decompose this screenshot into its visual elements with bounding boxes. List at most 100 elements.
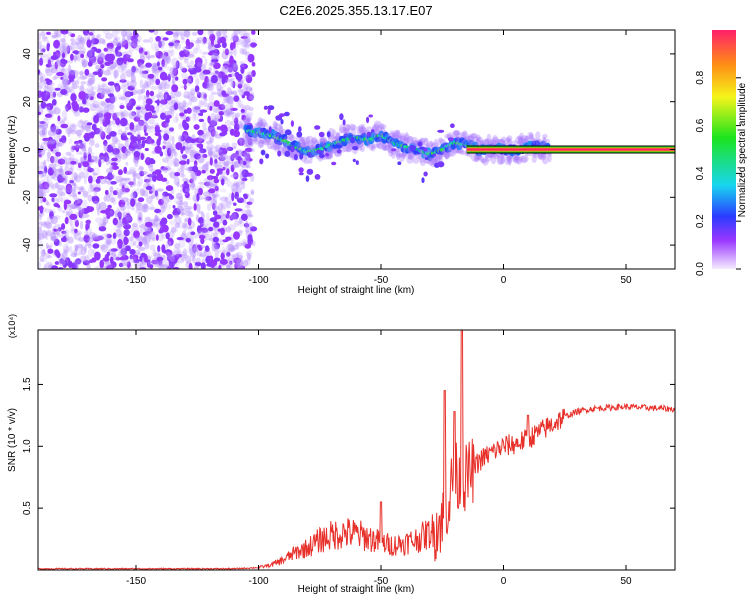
- noise-point: [195, 257, 201, 264]
- scatter-point: [298, 172, 304, 176]
- noise-point: [98, 73, 103, 78]
- noise-point: [157, 66, 163, 71]
- noise-point: [213, 257, 221, 262]
- noise-point: [167, 147, 172, 157]
- noise-point: [74, 199, 79, 205]
- halo-point: [470, 152, 478, 162]
- noise-point: [185, 210, 193, 214]
- noise-point: [247, 253, 252, 261]
- noise-point: [207, 203, 211, 211]
- noise-point: [202, 121, 207, 131]
- noise-point: [230, 81, 235, 87]
- scatter-point: [397, 161, 402, 165]
- noise-point: [51, 99, 57, 106]
- spectrogram-y-tick-label: 20: [22, 96, 33, 108]
- noise-point: [62, 244, 69, 252]
- noise-point: [129, 79, 137, 88]
- noise-point: [70, 38, 75, 42]
- noise-point: [130, 75, 135, 82]
- noise-point: [158, 198, 164, 206]
- noise-point: [48, 81, 55, 87]
- noise-point: [140, 261, 144, 269]
- noise-point: [179, 66, 186, 72]
- noise-point: [111, 165, 119, 170]
- noise-point: [206, 84, 211, 91]
- halo-point: [500, 154, 505, 165]
- noise-point: [212, 195, 217, 205]
- halo-point: [395, 129, 401, 138]
- noise-point: [49, 234, 54, 242]
- noise-point: [131, 65, 136, 73]
- noise-point: [107, 81, 115, 86]
- noise-point: [40, 163, 47, 171]
- noise-point: [218, 147, 225, 157]
- noise-point: [180, 164, 185, 172]
- noise-point: [97, 207, 100, 216]
- noise-point: [223, 80, 231, 84]
- spectrogram-y-tick-label: -20: [22, 190, 33, 205]
- noise-point: [51, 35, 59, 39]
- halo-point: [384, 145, 392, 151]
- noise-point: [233, 263, 240, 268]
- noise-point: [159, 263, 164, 269]
- spectrogram-y-tick-label: -40: [22, 237, 33, 252]
- noise-point: [239, 174, 244, 179]
- noise-point: [122, 214, 131, 219]
- noise-point: [154, 45, 160, 51]
- noise-point: [54, 261, 60, 265]
- noise-point: [215, 165, 223, 170]
- noise-point: [164, 110, 170, 117]
- noise-point: [106, 101, 112, 108]
- halo-point: [433, 138, 439, 149]
- noise-point: [105, 134, 111, 140]
- noise-point: [212, 205, 220, 212]
- noise-point: [106, 233, 112, 239]
- noise-point: [179, 174, 186, 178]
- noise-point: [68, 153, 75, 162]
- noise-point: [104, 53, 113, 62]
- noise-point: [136, 123, 143, 128]
- noise-point: [146, 125, 155, 129]
- noise-point: [67, 59, 74, 64]
- noise-point: [142, 222, 146, 226]
- noise-point: [141, 105, 147, 110]
- noise-point: [164, 126, 172, 135]
- noise-point: [126, 261, 131, 269]
- noise-point: [132, 171, 137, 177]
- noise-point: [98, 130, 104, 138]
- noise-point: [130, 198, 136, 207]
- noise-point: [122, 90, 131, 100]
- noise-point: [174, 222, 180, 229]
- noise-point: [248, 116, 252, 121]
- noise-point: [79, 150, 84, 156]
- noise-point: [103, 143, 109, 153]
- noise-point: [117, 220, 123, 230]
- halo-point: [467, 135, 474, 144]
- noise-point: [139, 246, 146, 251]
- noise-point: [145, 89, 150, 98]
- noise-point: [52, 231, 60, 236]
- halo-point: [492, 135, 498, 143]
- noise-point: [46, 215, 55, 224]
- colorbar-ticks: 0.00.20.40.60.8: [695, 70, 741, 276]
- noise-point: [70, 162, 75, 171]
- noise-point: [73, 182, 77, 191]
- noise-point: [45, 221, 53, 230]
- noise-point: [57, 158, 66, 165]
- noise-point: [177, 167, 182, 174]
- noise-point: [165, 30, 174, 36]
- noise-point: [151, 65, 159, 71]
- halo-point: [247, 134, 253, 144]
- noise-point: [134, 261, 142, 269]
- noise-point: [41, 122, 49, 131]
- noise-point: [73, 201, 79, 209]
- spectrogram-y-tick-label: 40: [22, 48, 33, 60]
- noise-point: [115, 119, 120, 126]
- noise-point: [183, 90, 191, 99]
- noise-point: [95, 234, 100, 241]
- noise-point: [111, 135, 118, 145]
- noise-point: [38, 170, 44, 175]
- halo-point: [402, 137, 411, 144]
- noise-point: [192, 247, 198, 253]
- scatter-point: [298, 126, 302, 133]
